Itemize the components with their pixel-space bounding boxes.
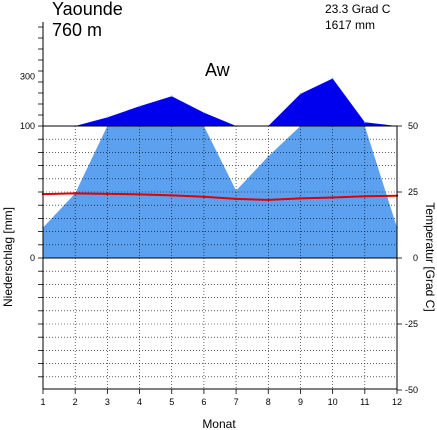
x-tick-label: 11 (360, 397, 369, 407)
left-tick-label: 0 (30, 253, 35, 263)
temperature-layer (41, 192, 399, 202)
x-tick-label: 5 (169, 397, 174, 407)
x-tick-label: 4 (137, 397, 142, 407)
temperature-point-2 (73, 192, 77, 195)
x-tick-label: 1 (40, 397, 45, 407)
precipitation-point-10 (331, 77, 334, 80)
temperature-point-4 (138, 193, 141, 196)
precipitation-point-3 (106, 116, 109, 119)
right-tick-label: -25 (405, 319, 418, 329)
annual-precipitation: 1617 mm (325, 18, 376, 32)
x-tick-label: 6 (201, 397, 206, 407)
temperature-point-3 (106, 192, 109, 196)
temperature-point-7 (234, 197, 238, 201)
left-tick-label: 100 (20, 121, 35, 131)
x-tick-label: 8 (266, 397, 271, 407)
precipitation-point-6 (203, 111, 205, 114)
temperature-point-10 (331, 196, 334, 199)
precipitation-point-11 (364, 121, 366, 124)
left-axis-label: Niederschlag [mm] (1, 207, 15, 307)
station-name: Yaounde (52, 0, 123, 19)
x-tick-label: 10 (328, 397, 338, 407)
precipitation-excess-area (43, 78, 397, 126)
x-tick-label: 7 (234, 397, 239, 407)
right-tick-label: 25 (408, 187, 418, 197)
right-tick-label: -50 (405, 385, 418, 395)
temperature-point-5 (170, 194, 173, 197)
station-altitude: 760 m (52, 20, 103, 40)
temperature-point-11 (363, 195, 367, 198)
x-tick-label: 2 (73, 397, 78, 407)
precipitation-point-5 (170, 95, 173, 98)
temperature-point-8 (267, 198, 270, 202)
grid-layer (43, 126, 397, 389)
mean-temperature: 23.3 Grad C (325, 2, 391, 16)
temperature-point-9 (299, 197, 302, 200)
precipitation-layer (42, 77, 398, 258)
right-axis-label: Temperatur [Grad C] (423, 202, 437, 311)
temperature-line (42, 192, 398, 201)
right-tick-label: 50 (408, 121, 418, 131)
x-tick-label: 12 (392, 397, 402, 407)
x-axis-label: Monat (202, 417, 236, 430)
left-tick-label: 300 (20, 72, 35, 82)
temperature-point-6 (202, 195, 206, 198)
right-tick-label: 0 (413, 253, 418, 263)
precipitation-point-7 (235, 189, 237, 192)
x-tick-label: 3 (105, 397, 110, 407)
climate-class: Aw (205, 60, 230, 80)
precipitation-point-9 (299, 93, 302, 95)
x-tick-label: 9 (298, 397, 303, 407)
precipitation-point-4 (138, 105, 141, 107)
